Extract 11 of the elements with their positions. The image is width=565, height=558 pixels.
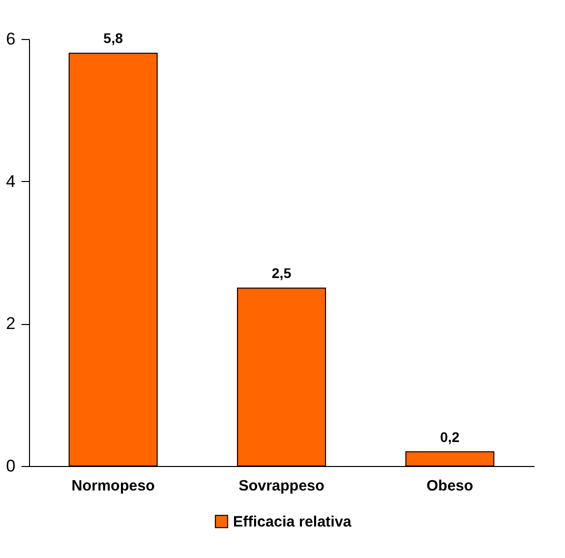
x-tick-label: Obeso (426, 478, 474, 494)
data-label: 2,5 (272, 265, 292, 282)
x-tick-label: Normopeso (71, 478, 155, 494)
data-label: 0,2 (440, 428, 460, 445)
y-tick-label: 4 (6, 172, 16, 191)
legend-label: Efficacia relativa (233, 514, 352, 530)
y-tick-label: 0 (6, 456, 16, 476)
data-label: 5,8 (103, 30, 124, 46)
x-tick-label: Sovrappeso (238, 478, 324, 494)
y-tick-label: 2 (6, 314, 16, 334)
y-tick-label: 6 (6, 30, 16, 48)
